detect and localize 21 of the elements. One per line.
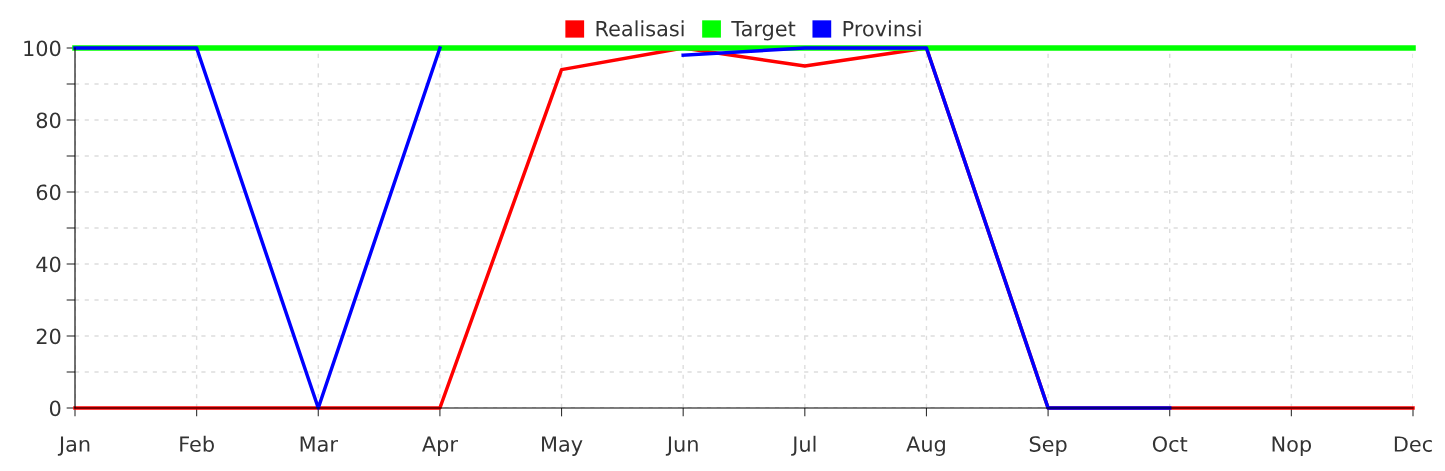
y-tick-label: 100 xyxy=(24,40,61,57)
x-tick-label: Aug xyxy=(906,436,945,456)
x-tick-label: May xyxy=(542,436,583,456)
x-tick-label: Dec xyxy=(1394,436,1432,452)
x-tick-label: Oct xyxy=(1152,436,1188,452)
legend-label: Provinsi xyxy=(843,20,921,37)
x-tick-label: Jun xyxy=(665,436,698,456)
x-tick-label: Jul xyxy=(791,435,816,456)
x-tick-label: Nop xyxy=(1272,436,1311,456)
x-tick-label: Feb xyxy=(180,435,214,452)
x-tick-label: Jan xyxy=(57,436,90,456)
y-tick-label: 0 xyxy=(49,400,61,417)
x-tick-label: Mar xyxy=(300,436,338,452)
legend-label: Target xyxy=(731,20,796,41)
y-tick-label: 60 xyxy=(36,184,61,201)
y-tick-label: 80 xyxy=(36,112,61,129)
x-tick-label: Apr xyxy=(422,436,458,456)
y-tick-label: 40 xyxy=(36,256,61,273)
x-tick-label: Sep xyxy=(1029,436,1067,456)
legend-label: Realisasi xyxy=(596,20,684,37)
y-tick-label: 20 xyxy=(36,328,61,345)
